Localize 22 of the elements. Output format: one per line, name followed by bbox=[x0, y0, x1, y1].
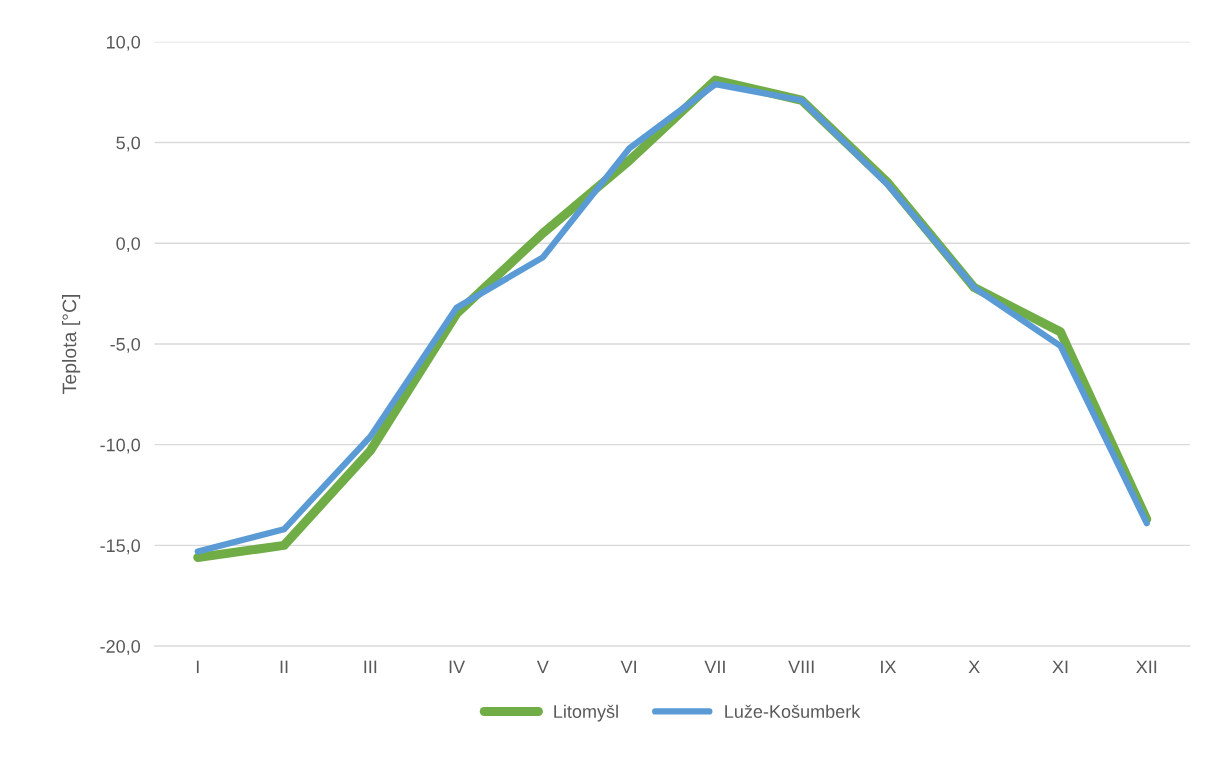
y-axis-title: Teplota [°C] bbox=[62, 295, 81, 394]
x-tick-label: V bbox=[536, 660, 549, 674]
y-tick-label: -20,0 bbox=[100, 640, 141, 655]
y-tick-label: 10,0 bbox=[106, 35, 141, 51]
x-tick-label: XII bbox=[1136, 660, 1157, 674]
x-tick-label: I bbox=[196, 660, 199, 674]
x-tick-label: X bbox=[968, 660, 980, 674]
x-tick-label: XI bbox=[1052, 660, 1068, 674]
legend-label: Litomyšl bbox=[554, 704, 618, 722]
x-tick-label: VII bbox=[704, 660, 725, 674]
y-tick-label: -15,0 bbox=[100, 539, 141, 555]
x-tick-label: III bbox=[364, 660, 377, 674]
y-tick-label: 0,0 bbox=[116, 237, 141, 253]
x-tick-label: II bbox=[280, 660, 288, 674]
y-tick-label: -10,0 bbox=[100, 438, 141, 454]
x-tick-label: IV bbox=[449, 660, 466, 674]
x-tick-label: VI bbox=[620, 660, 636, 674]
x-tick-label: IX bbox=[881, 660, 897, 674]
legend-label: Luže-Košumberk bbox=[725, 704, 861, 718]
y-tick-label: 5,0 bbox=[116, 136, 141, 152]
x-tick-label: VIII bbox=[788, 660, 814, 674]
y-tick-label: -5,0 bbox=[110, 337, 141, 353]
